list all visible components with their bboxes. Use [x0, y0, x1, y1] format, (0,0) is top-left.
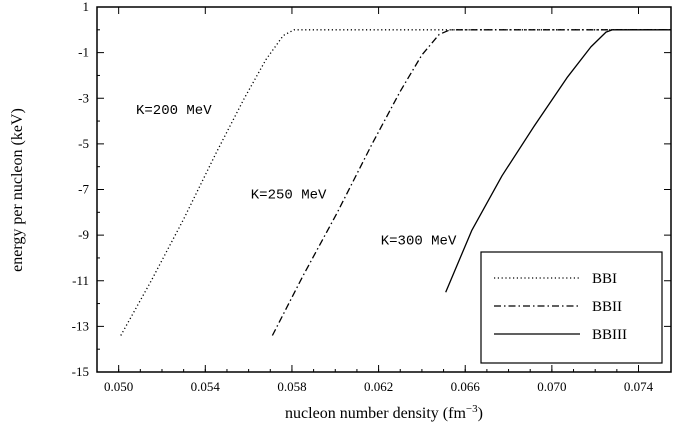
y-tick-label: -7	[78, 182, 89, 197]
series-line-bbi	[120, 29, 671, 336]
x-tick-label: 0.058	[277, 379, 306, 394]
legend-label: BBII	[592, 299, 622, 315]
legend-label: BBIII	[592, 327, 627, 343]
y-tick-label: -9	[78, 227, 89, 242]
series-line-bbiii	[445, 29, 671, 293]
legend-label: BBI	[592, 271, 617, 287]
y-axis-label: energy per nucleon (keV)	[9, 108, 26, 272]
legend: BBI BBII BBIII	[480, 251, 663, 364]
y-tick-label: -3	[78, 90, 89, 105]
x-tick-label: 0.062	[364, 379, 393, 394]
x-tick-label: 0.054	[191, 379, 221, 394]
curve-annotation: K=250 MeV	[251, 188, 327, 204]
curve-annotation: K=300 MeV	[381, 233, 457, 249]
x-tick-label: 0.066	[451, 379, 481, 394]
y-ticks: 1 -1 -3 -5 -7 -9 -11 -13 -15	[72, 0, 671, 379]
y-tick-label: 1	[83, 0, 90, 14]
x-ticks: 0.050 0.054 0.058 0.062 0.066 0.070 0.074	[104, 7, 654, 394]
y-tick-label: -13	[72, 318, 89, 333]
x-tick-label: 0.070	[537, 379, 566, 394]
x-tick-label: 0.050	[104, 379, 133, 394]
series-line-bbii	[271, 29, 671, 336]
y-tick-label: -5	[78, 136, 89, 151]
curve-annotation: K=200 MeV	[136, 103, 212, 119]
x-axis-label: nucleon number density (fm−3)	[285, 403, 483, 422]
y-tick-label: -15	[72, 364, 89, 379]
y-tick-label: -1	[78, 45, 89, 60]
series-layer	[120, 29, 671, 336]
legend-box	[480, 251, 663, 364]
annotations: K=200 MeV K=250 MeV K=300 MeV	[136, 103, 457, 249]
x-tick-label: 0.074	[624, 379, 654, 394]
y-tick-label: -11	[72, 273, 89, 288]
